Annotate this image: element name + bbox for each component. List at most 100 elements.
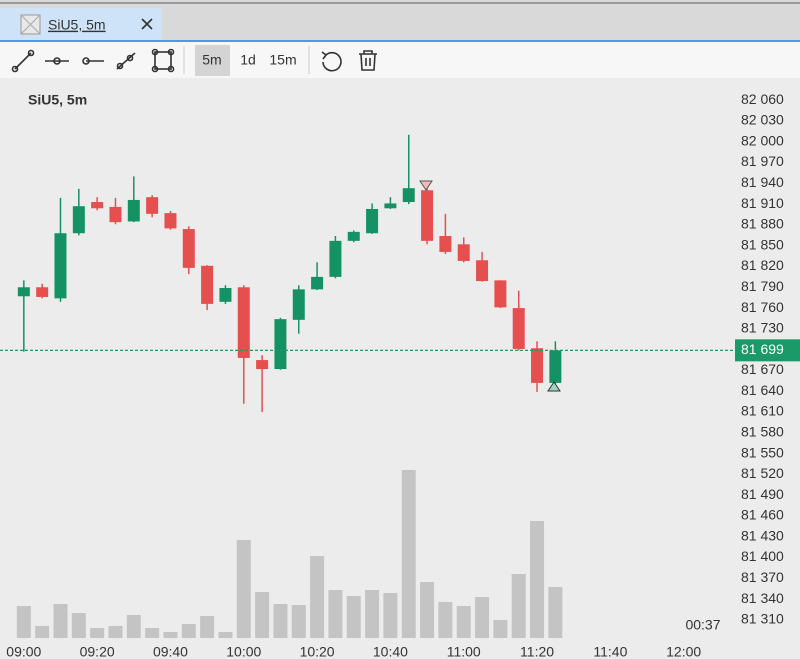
x-tick-label: 10:00 (226, 644, 261, 659)
y-tick-label: 81 310 (741, 611, 784, 627)
interval-active (195, 45, 230, 76)
candle-body (329, 240, 342, 277)
y-tick-label: 81 850 (741, 236, 784, 252)
y-tick-label: 81 640 (741, 382, 784, 398)
y-tick-label: 81 490 (741, 486, 784, 502)
volume-bar (291, 605, 306, 638)
x-tick-label: 11:40 (593, 644, 627, 659)
volume-bar (145, 628, 160, 638)
candle-body (201, 265, 214, 304)
delete-button[interactable] (359, 50, 377, 71)
candle-body (421, 190, 434, 241)
candle-body (109, 206, 122, 223)
x-tick-label: 09:00 (6, 644, 41, 659)
volume-bar (420, 582, 435, 638)
candle-body (72, 206, 85, 234)
volume-bar (310, 556, 325, 638)
y-tick-label: 81 580 (741, 424, 784, 440)
y-tick-label: 81 910 (741, 195, 784, 211)
plot: 82 060 82 030 82 000 81 970 81 940 81 910 81 8… (0, 91, 800, 659)
drawing-tools (11, 48, 175, 73)
candle-body (347, 231, 360, 241)
candle-body (127, 199, 140, 222)
interval-button[interactable]: 1d (240, 52, 256, 68)
volume-bar (493, 620, 508, 638)
candle-body (237, 287, 250, 358)
tab-underline (0, 40, 800, 42)
candle-body (311, 276, 324, 290)
interval-button[interactable]: 5m (202, 52, 221, 68)
chart-area (0, 78, 800, 659)
candle-body (402, 188, 415, 203)
volume-bar (511, 574, 526, 638)
y-tick-label: 81 670 (741, 361, 784, 377)
y-tick-label: 81 760 (741, 299, 784, 315)
reset-button[interactable] (321, 51, 342, 72)
volume-bar (401, 470, 416, 638)
volume-bar (438, 602, 453, 638)
y-tick-label: 81 370 (741, 569, 784, 585)
y-tick-label: 81 940 (741, 174, 784, 190)
volume-bar (530, 521, 545, 638)
y-tick-label: 81 880 (741, 216, 784, 232)
x-tick-label: 09:40 (153, 644, 188, 659)
candle-body (274, 319, 287, 370)
x-tick-label: 09:20 (80, 644, 115, 659)
candle-body (164, 213, 177, 229)
tool-ray[interactable] (82, 57, 104, 65)
volume-bar (456, 606, 471, 638)
volume-bar (71, 613, 86, 638)
tab-title[interactable]: SiU5, 5m (48, 17, 106, 33)
candle-body (384, 203, 397, 209)
candle-body (256, 360, 269, 370)
candle-body (91, 202, 104, 209)
trade-marker (419, 180, 433, 191)
chart-title: SiU5, 5m (28, 92, 87, 108)
volume-bar (475, 597, 490, 638)
candle-body (439, 235, 452, 252)
volume-bar (365, 590, 380, 638)
y-tick-label: 81 520 (741, 465, 784, 481)
toolbar (0, 42, 800, 78)
volume-bar (108, 626, 123, 638)
volume-bar (328, 590, 343, 638)
volume-bar (218, 632, 233, 638)
volume-bar (16, 606, 31, 638)
y-tick-label: 81 460 (741, 507, 784, 523)
tool-trend[interactable] (116, 52, 136, 70)
interval-button[interactable]: 15m (269, 52, 296, 68)
candle-body (531, 348, 544, 383)
x-tick-label: 10:40 (373, 644, 408, 659)
y-tick-label: 81 970 (741, 153, 784, 169)
y-tick-label: 81 790 (741, 278, 784, 294)
candle-body (36, 287, 49, 297)
volume-bar (53, 604, 68, 638)
volume-bar (346, 596, 361, 638)
volume-bar (548, 587, 563, 638)
volume-bar (163, 632, 178, 638)
candle-body (182, 229, 195, 268)
tool-line[interactable] (11, 49, 35, 73)
last-price-box (735, 339, 800, 362)
volume-bar (35, 626, 50, 638)
y-tick-label: 81 340 (741, 590, 784, 606)
tab-close[interactable] (141, 18, 153, 30)
volume-bar (383, 593, 398, 638)
tool-hline[interactable] (45, 57, 69, 65)
candle-body (146, 197, 159, 214)
y-tick-label: 81 550 (741, 444, 784, 460)
tab-icon-cross (20, 14, 41, 35)
top-border (0, 2, 800, 4)
y-tick-label: 82 030 (741, 112, 784, 128)
trade-marker (547, 381, 561, 392)
volume-bar (181, 624, 196, 638)
tool-rect[interactable] (151, 48, 175, 73)
candle-body (476, 260, 489, 282)
y-tick-label: 81 820 (741, 257, 784, 273)
volume-bar (236, 540, 251, 638)
y-tick-label: 81 400 (741, 548, 784, 564)
bar-timer: 00:37 (685, 617, 720, 633)
volume-bar (200, 616, 215, 638)
x-tick-label: 10:20 (300, 644, 335, 659)
y-tick-label: 81 430 (741, 527, 784, 543)
